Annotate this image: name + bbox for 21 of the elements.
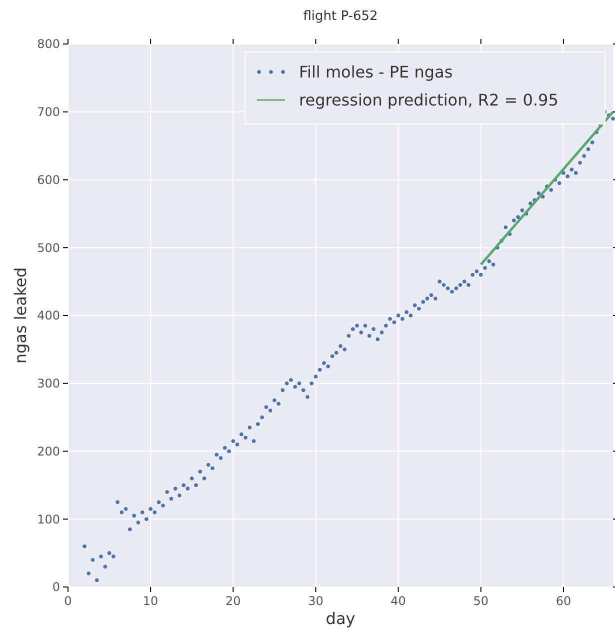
y-tick-label: 600 bbox=[37, 172, 60, 187]
y-tick-label: 800 bbox=[37, 37, 60, 52]
x-tick-label: 50 bbox=[473, 594, 489, 608]
x-tick-label: 40 bbox=[390, 594, 406, 608]
y-tick-label: 200 bbox=[37, 444, 60, 458]
y-tick-label: 700 bbox=[37, 105, 60, 120]
legend-label: regression prediction, R2 = 0.95 bbox=[299, 90, 558, 110]
x-tick-label: 60 bbox=[556, 594, 572, 608]
x-axis-title: day bbox=[326, 609, 356, 628]
legend-label: Fill moles - PE ngas bbox=[299, 62, 453, 82]
x-tick-label: 30 bbox=[308, 594, 324, 608]
y-tick-label: 500 bbox=[37, 240, 60, 255]
x-tick-label: 10 bbox=[142, 594, 158, 608]
y-tick-label: 0 bbox=[52, 580, 60, 594]
y-tick-label: 400 bbox=[37, 308, 60, 323]
y-axis-title: ngas leaked bbox=[11, 267, 30, 364]
chart-title: flight P-652 bbox=[303, 9, 378, 24]
x-tick-label: 20 bbox=[226, 594, 241, 608]
y-tick-label: 100 bbox=[37, 512, 60, 526]
y-tick-label: 300 bbox=[37, 376, 60, 391]
x-tick-label: 0 bbox=[64, 594, 72, 608]
